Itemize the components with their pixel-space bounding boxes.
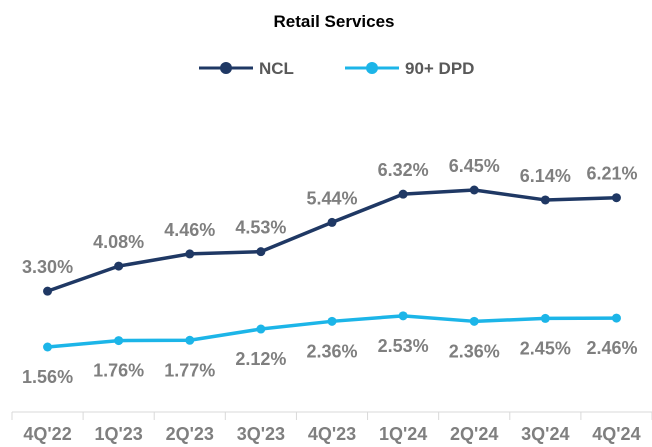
data-point-90dpd-1q23 xyxy=(114,336,124,346)
data-label-ncl-2q23: 4.46% xyxy=(164,220,215,240)
legend-label-ncl: NCL xyxy=(259,59,294,78)
x-tick-label-4q23: 4Q'23 xyxy=(308,424,356,444)
data-point-ncl-1q24 xyxy=(398,189,408,199)
x-tick-label-3q24: 3Q'24 xyxy=(521,424,569,444)
data-label-ncl-3q23: 4.53% xyxy=(235,218,286,238)
data-label-90dpd-2q24: 2.36% xyxy=(449,341,500,361)
data-point-ncl-2q24 xyxy=(469,185,479,195)
data-label-ncl-1q23: 4.08% xyxy=(93,232,144,252)
data-point-90dpd-2q23 xyxy=(185,335,195,345)
data-point-90dpd-2q24 xyxy=(469,316,479,326)
data-point-90dpd-3q23 xyxy=(256,324,266,334)
legend-item-ncl: NCL xyxy=(199,59,294,78)
data-label-90dpd-4q24: 2.46% xyxy=(586,338,637,358)
x-tick-label-4q22: 4Q'22 xyxy=(23,424,71,444)
x-tick-label-1q23: 1Q'23 xyxy=(95,424,143,444)
data-point-90dpd-4q23 xyxy=(327,316,337,326)
data-label-ncl-4q24: 6.21% xyxy=(586,164,637,184)
data-label-ncl-4q22: 3.30% xyxy=(22,257,73,277)
data-point-ncl-3q23 xyxy=(256,247,266,257)
data-point-90dpd-4q24 xyxy=(611,313,621,323)
x-axis: 4Q'22 1Q'23 2Q'23 3Q'23 4Q'23 1Q'24 2Q'24 3Q'24… xyxy=(11,411,652,444)
data-point-ncl-3q24 xyxy=(540,195,550,205)
data-point-90dpd-3q24 xyxy=(540,313,550,323)
data-label-ncl-1q24: 6.32% xyxy=(378,160,429,180)
legend-marker-ncl xyxy=(220,62,232,74)
data-point-ncl-4q23 xyxy=(327,217,337,227)
x-tick-label-2q24: 2Q'24 xyxy=(450,424,498,444)
data-label-90dpd-3q24: 2.45% xyxy=(520,338,571,358)
data-point-ncl-4q24 xyxy=(611,193,621,203)
legend-item-90dpd: 90+ DPD xyxy=(345,59,474,78)
x-tick-label-3q23: 3Q'23 xyxy=(237,424,285,444)
data-point-90dpd-1q24 xyxy=(398,311,408,321)
data-label-90dpd-4q23: 2.36% xyxy=(306,341,357,361)
data-label-90dpd-3q23: 2.12% xyxy=(235,349,286,369)
data-label-90dpd-4q22: 1.56% xyxy=(22,367,73,387)
data-point-ncl-2q23 xyxy=(185,249,195,259)
x-tick-label-4q24: 4Q'24 xyxy=(592,424,640,444)
data-point-ncl-4q22 xyxy=(43,286,53,296)
data-label-ncl-3q24: 6.14% xyxy=(520,166,571,186)
data-label-ncl-4q23: 5.44% xyxy=(306,188,357,208)
data-label-ncl-2q24: 6.45% xyxy=(449,156,500,176)
data-label-90dpd-2q23: 1.77% xyxy=(164,360,215,380)
plot-area: 3.30% 4.08% 4.46% 4.53% 5.44% 6.32% 6.45% 6.14%… xyxy=(22,156,637,387)
x-tick-label-1q24: 1Q'24 xyxy=(379,424,427,444)
data-point-90dpd-4q22 xyxy=(43,342,53,352)
legend-label-90dpd: 90+ DPD xyxy=(405,59,474,78)
chart-title: Retail Services xyxy=(274,12,395,31)
legend: NCL 90+ DPD xyxy=(199,59,474,78)
data-label-90dpd-1q23: 1.76% xyxy=(93,361,144,381)
x-tick-label-2q23: 2Q'23 xyxy=(166,424,214,444)
data-label-90dpd-1q24: 2.53% xyxy=(378,336,429,356)
data-point-ncl-1q23 xyxy=(114,261,124,271)
legend-marker-90dpd xyxy=(366,62,378,74)
